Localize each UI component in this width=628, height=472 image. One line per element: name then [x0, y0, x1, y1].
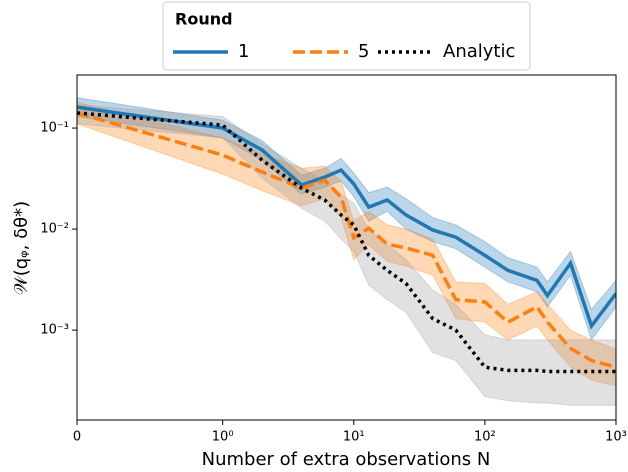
- line: [77, 105, 616, 330]
- legend-label: 1: [238, 41, 249, 62]
- x-axis-label: Number of extra observations N: [202, 449, 491, 470]
- line: [77, 111, 616, 374]
- legend-title: Round: [175, 10, 233, 29]
- legend-label: Analytic: [443, 41, 515, 62]
- y-tick-label: 10⁻¹: [40, 121, 69, 136]
- band: [77, 101, 616, 387]
- band: [77, 104, 616, 406]
- x-tick-label: 0: [73, 430, 81, 445]
- y-axis-label: 𝒲(qᵩ, δθ*): [11, 201, 32, 295]
- x-tick-label: 10⁰: [212, 430, 234, 445]
- legend-box: [162, 1, 531, 71]
- y-tick-label: 10⁻²: [40, 222, 69, 237]
- plot-frame: [76, 74, 617, 421]
- legend-label: 5: [358, 41, 369, 62]
- line: [77, 111, 616, 369]
- x-tick-label: 10¹: [343, 430, 365, 445]
- band: [77, 97, 616, 342]
- x-tick-label: 10³: [605, 430, 627, 445]
- y-tick-label: 10⁻³: [40, 323, 69, 338]
- x-tick-label: 10²: [474, 430, 496, 445]
